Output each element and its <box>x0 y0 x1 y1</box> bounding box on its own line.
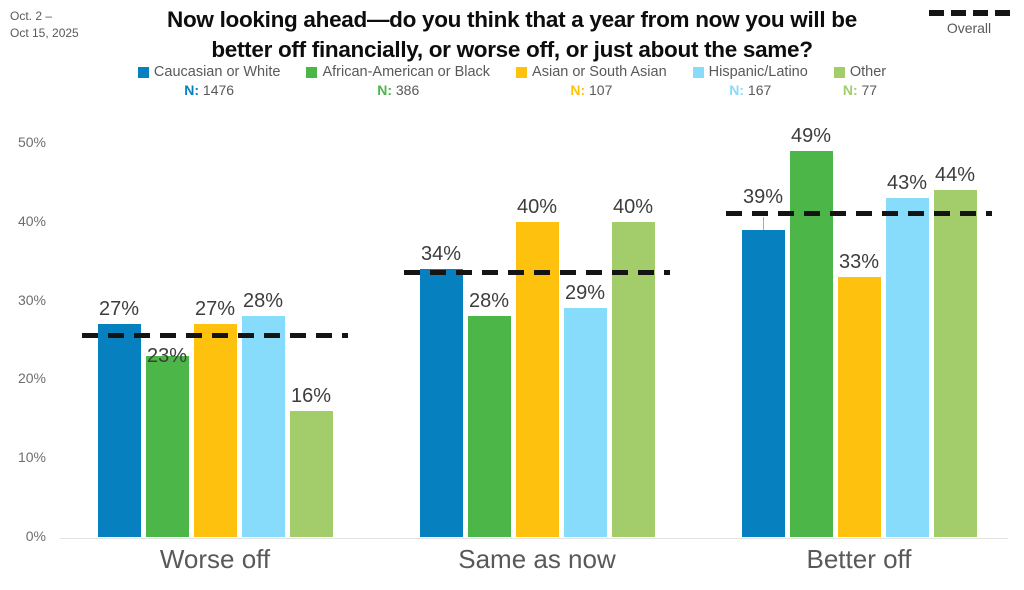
overall-dashed-line <box>404 270 670 276</box>
bar <box>193 324 237 537</box>
legend-n-row: N: 1476 <box>138 82 281 98</box>
bar-value-label: 33% <box>838 250 880 273</box>
legend-n-row: N: 167 <box>693 82 808 98</box>
legend-item-header: Other <box>833 64 887 80</box>
legend-item-label: Asian or South Asian <box>532 64 667 80</box>
legend-item: Other N: 77 <box>833 64 887 98</box>
legend-n-prefix: N: <box>570 82 590 98</box>
value-label-leader-line <box>763 216 764 230</box>
legend-swatch-icon <box>516 66 528 78</box>
date-range-line1: Oct. 2 – <box>10 9 53 23</box>
legend-item-label: African-American or Black <box>322 64 491 80</box>
overall-legend-label: Overall <box>946 20 992 36</box>
y-axis-tick-label: 30% <box>17 291 46 308</box>
date-range-label: Oct. 2 – Oct 15, 2025 <box>10 8 79 42</box>
bar-value-label: 39% <box>742 185 784 208</box>
legend-n-prefix: N: <box>184 82 203 98</box>
legend-n-prefix: N: <box>377 82 396 98</box>
legend-item-label: Caucasian or White <box>153 64 281 80</box>
bar-value-label: 23% <box>146 345 188 368</box>
bar-value-label: 40% <box>516 195 558 218</box>
legend-n-row: N: 77 <box>834 82 886 98</box>
bar <box>789 150 833 537</box>
legend-item-header: African-American or Black <box>306 64 490 80</box>
legend-item-header: Hispanic/Latino <box>692 64 808 80</box>
legend-item: Hispanic/Latino N: 167 <box>692 64 808 98</box>
legend-item-label: Other <box>849 64 887 80</box>
bar-value-label: 28% <box>468 290 510 313</box>
bar <box>885 198 929 537</box>
bar <box>145 355 189 537</box>
legend-item: Caucasian or White N: 1476 <box>137 64 281 98</box>
legend-n-value: 386 <box>395 82 420 98</box>
bar-value-label: 29% <box>564 282 606 305</box>
legend-n-value: 167 <box>747 82 772 98</box>
bar <box>289 410 333 537</box>
overall-dashed-line <box>726 210 992 216</box>
x-axis-baseline <box>60 538 1008 539</box>
legend-n-prefix: N: <box>842 82 862 98</box>
bar <box>933 190 977 537</box>
bar-value-label: 16% <box>290 384 332 407</box>
legend-swatch-icon <box>306 66 318 78</box>
y-axis-tick-label: 10% <box>17 449 46 466</box>
bar <box>419 269 463 537</box>
bar <box>741 229 785 537</box>
y-axis-tick-label: 20% <box>17 370 46 387</box>
legend-item-label: Hispanic/Latino <box>708 64 808 80</box>
overall-legend: Overall <box>924 10 1014 36</box>
y-axis-tick-label: 0% <box>25 528 46 544</box>
series-legend: Caucasian or White N: 1476 African-America… <box>0 64 1024 98</box>
legend-n-prefix: N: <box>729 82 748 98</box>
bar-value-label: 49% <box>790 124 832 147</box>
legend-n-row: N: 386 <box>306 82 490 98</box>
category-label: Worse off <box>159 544 271 574</box>
legend-swatch-icon <box>833 66 845 78</box>
legend-swatch-icon <box>137 66 149 78</box>
y-axis-tick-label: 40% <box>17 212 46 229</box>
bar <box>97 324 141 537</box>
bar <box>241 316 285 537</box>
bar <box>837 276 881 537</box>
date-range-line2: Oct 15, 2025 <box>10 25 79 40</box>
chart-title-line2: better off financially, or worse off, or… <box>211 36 813 62</box>
bar-value-label: 44% <box>934 164 976 187</box>
bar <box>563 308 607 537</box>
legend-n-row: N: 107 <box>516 82 667 98</box>
bar-value-label: 28% <box>242 290 284 313</box>
bar-value-label: 27% <box>194 298 236 321</box>
category-label: Same as now <box>458 544 616 574</box>
overall-dash-icon <box>924 10 1014 16</box>
legend-n-value: 77 <box>861 82 878 98</box>
bar-value-label: 34% <box>420 243 462 266</box>
legend-n-value: 107 <box>589 82 613 98</box>
legend-item-header: Asian or South Asian <box>516 64 667 80</box>
chart-title: Now looking ahead—do you think that a ye… <box>0 5 1024 65</box>
legend-swatch-icon <box>692 66 704 78</box>
legend-n-value: 1476 <box>202 82 235 98</box>
chart-title-line1: Now looking ahead—do you think that a ye… <box>167 7 857 32</box>
bar <box>467 316 511 537</box>
bar-value-label: 27% <box>98 298 140 321</box>
legend-item: African-American or Black N: 386 <box>306 64 490 98</box>
overall-dashed-line <box>82 333 348 339</box>
legend-item: Asian or South Asian N: 107 <box>516 64 667 98</box>
y-axis-tick-label: 50% <box>17 134 46 150</box>
legend-item-header: Caucasian or White <box>137 64 281 80</box>
bar-value-label: 43% <box>886 172 928 195</box>
bar-value-label: 40% <box>612 195 654 218</box>
category-label: Better off <box>806 544 912 574</box>
